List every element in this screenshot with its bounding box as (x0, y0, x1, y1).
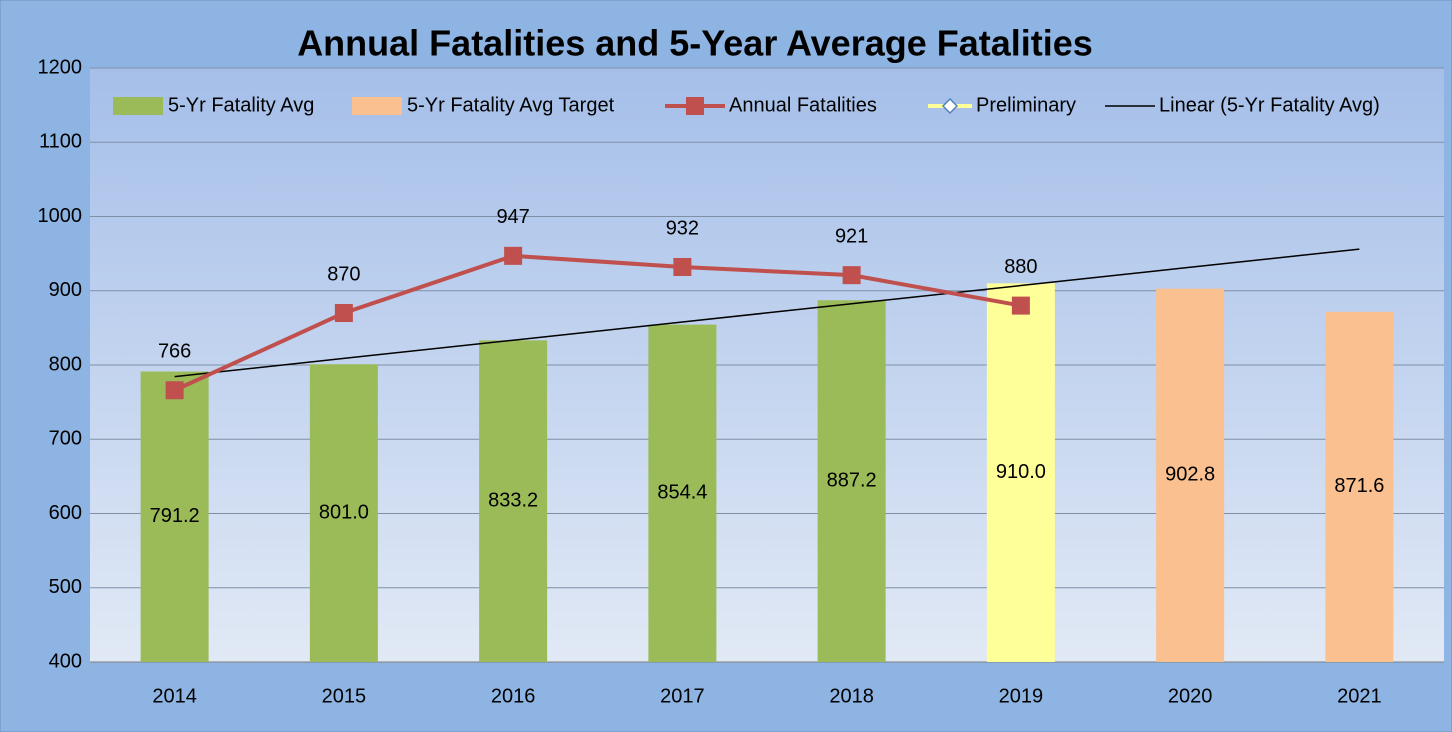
trend-line (174, 248, 1360, 378)
bar (817, 300, 886, 662)
line-marker (334, 304, 353, 323)
line-value-label: 921 (835, 225, 868, 247)
legend-symbol (352, 97, 402, 115)
bar-value-label: 871.6 (1334, 475, 1384, 497)
x-tick-label: 2017 (660, 685, 705, 707)
x-tick-label: 2019 (999, 685, 1044, 707)
bar (648, 324, 717, 662)
legend-symbol (113, 97, 163, 115)
line-value-label: 870 (327, 263, 360, 285)
y-tick-label: 1000 (38, 205, 83, 227)
line-marker (673, 257, 692, 276)
bar-value-label: 887.2 (827, 469, 877, 491)
y-tick-label: 800 (49, 353, 82, 375)
line-value-label: 932 (666, 217, 699, 239)
legend-symbol (686, 97, 704, 115)
x-tick-label: 2014 (152, 685, 197, 707)
bar-value-label: 854.4 (657, 482, 707, 504)
line (173, 253, 1022, 393)
line-value-label: 880 (1004, 256, 1037, 278)
x-tick-label: 2015 (322, 685, 367, 707)
y-tick-label: 1200 (38, 56, 83, 78)
line-value-label: 947 (496, 206, 529, 228)
y-tick-label: 400 (49, 650, 82, 672)
y-tick-label: 700 (49, 428, 82, 450)
bar-value-label: 910.0 (996, 461, 1046, 483)
y-tick-label: 1100 (39, 131, 82, 153)
y-tick-label: 900 (49, 279, 82, 301)
bar-value-label: 833.2 (488, 489, 538, 511)
bar-value-label: 902.8 (1165, 464, 1215, 486)
bar (309, 364, 378, 662)
line-marker (842, 266, 861, 285)
line-marker (1011, 296, 1030, 315)
bar-value-label: 791.2 (150, 505, 200, 527)
legend-label: 5-Yr Fatality Avg Target (407, 94, 615, 116)
bar (479, 340, 548, 662)
legend-label: Linear (5-Yr Fatality Avg) (1159, 94, 1380, 116)
legend-label: 5-Yr Fatality Avg (168, 94, 314, 116)
bar (1325, 311, 1394, 662)
x-tick-label: 2018 (829, 685, 874, 707)
bar (140, 371, 209, 662)
bar-value-label: 801.0 (319, 501, 369, 523)
legend-label: Preliminary (976, 94, 1076, 116)
bar (1156, 288, 1225, 662)
y-tick-label: 500 (49, 576, 82, 598)
line-value-label: 766 (158, 341, 191, 363)
line-marker (165, 381, 184, 400)
x-tick-label: 2016 (491, 685, 536, 707)
chart-title: Annual Fatalities and 5-Year Average Fat… (297, 23, 1093, 64)
legend-symbol (941, 97, 959, 115)
legend-label: Annual Fatalities (729, 94, 877, 116)
x-tick-label: 2021 (1337, 685, 1382, 707)
x-tick-label: 2020 (1168, 685, 1213, 707)
y-tick-label: 600 (49, 502, 82, 524)
line-marker (504, 246, 523, 265)
bar (986, 283, 1055, 662)
